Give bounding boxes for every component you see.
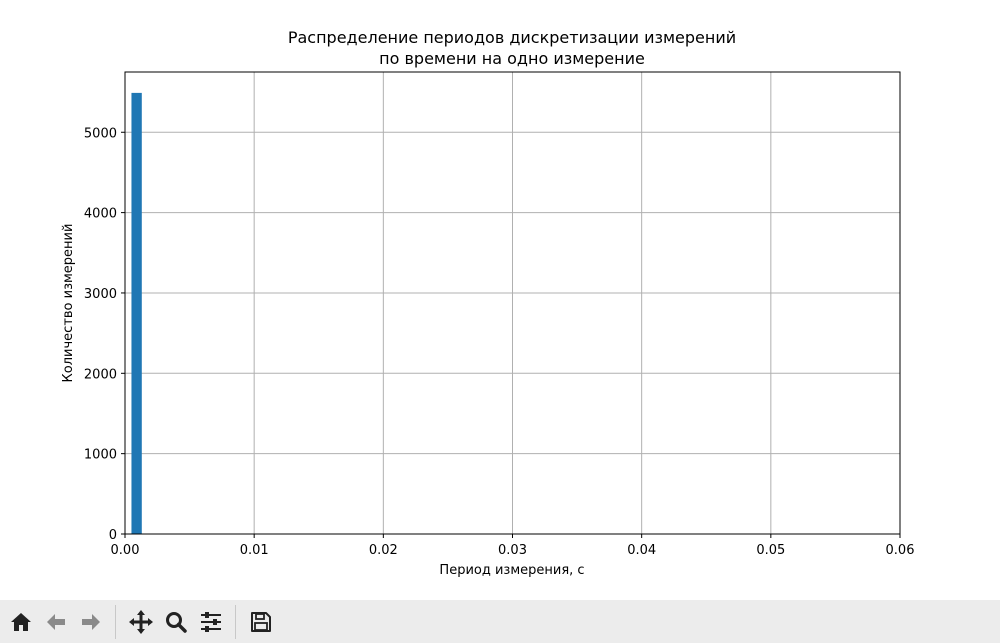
chart-title-line2: по времени на одно измерение — [379, 49, 645, 68]
zoom-icon — [166, 611, 187, 633]
pan-icon — [129, 609, 153, 634]
toolbar-separator — [235, 604, 236, 639]
y-tick-label: 4000 — [84, 207, 117, 222]
grid — [124, 72, 901, 535]
save-icon — [251, 611, 271, 632]
figure: Распределение периодов дискретизации изм… — [61, 28, 915, 578]
x-axis-label: Период измерения, с — [439, 563, 584, 578]
x-ticks: 0.00 0.01 0.02 0.03 0.04 0.05 0.06 — [111, 534, 915, 558]
y-tick-label: 5000 — [84, 126, 117, 141]
navigation-toolbar — [0, 600, 1000, 643]
x-tick-label: 0.04 — [627, 543, 656, 558]
chart-title-line1: Распределение периодов дискретизации изм… — [288, 28, 736, 47]
x-tick-label: 0.02 — [369, 543, 398, 558]
y-tick-label: 1000 — [84, 448, 117, 463]
chart: Распределение периодов дискретизации изм… — [61, 28, 915, 578]
y-tick-label: 2000 — [84, 367, 117, 382]
back-arrow-icon — [47, 613, 65, 630]
y-tick-label: 3000 — [84, 287, 117, 302]
x-tick-label: 0.03 — [498, 543, 527, 558]
x-tick-label: 0.05 — [756, 543, 785, 558]
y-tick-label: 0 — [109, 528, 117, 543]
y-ticks: 0 1000 2000 3000 4000 5000 — [84, 126, 125, 543]
x-tick-label: 0.06 — [886, 543, 915, 558]
histogram-bar — [131, 92, 142, 534]
y-axis-label: Количество измерений — [61, 224, 76, 383]
forward-button[interactable] — [75, 606, 107, 638]
bars — [131, 92, 142, 534]
home-button[interactable] — [5, 606, 37, 638]
forward-arrow-icon — [82, 613, 100, 630]
configure-subplots-icon — [201, 611, 221, 632]
back-button[interactable] — [40, 606, 72, 638]
zoom-button[interactable] — [160, 606, 192, 638]
pan-button[interactable] — [125, 606, 157, 638]
configure-subplots-button[interactable] — [195, 606, 227, 638]
x-tick-label: 0.01 — [240, 543, 269, 558]
save-button[interactable] — [245, 606, 277, 638]
toolbar-separator — [115, 604, 116, 639]
home-icon — [11, 612, 31, 631]
x-tick-label: 0.00 — [111, 543, 140, 558]
